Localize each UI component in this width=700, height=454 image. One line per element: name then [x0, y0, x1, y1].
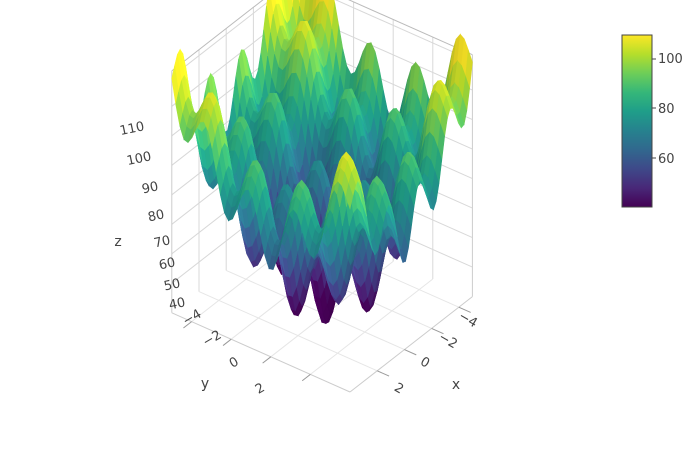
x-tick-label: −4: [456, 309, 480, 332]
x-tick-label: 2: [391, 380, 406, 397]
y-tick-label: 2: [253, 380, 268, 397]
grid-line: [172, 313, 350, 392]
z-tick-label: 90: [141, 179, 160, 197]
colorbar-tick-label: 100: [658, 52, 683, 67]
y-tick-labels: −4 −2 0 2: [180, 307, 267, 398]
x-axis-label: x: [452, 377, 460, 393]
colorbar-tick-label: 80: [658, 102, 675, 117]
colorbar: [622, 35, 652, 207]
z-tick-label: 60: [158, 255, 177, 273]
z-tick-label: 50: [163, 276, 182, 294]
y-axis-label: y: [201, 376, 209, 392]
y-tick-label: −2: [200, 328, 224, 351]
colorbar-tick-label: 60: [658, 152, 675, 167]
z-axis-label: z: [114, 234, 121, 250]
x-tick-label: 0: [417, 354, 432, 371]
z-tick-label: 100: [125, 149, 152, 169]
grid-line: [302, 374, 310, 380]
surface-mesh: [172, 0, 473, 323]
y-tick-label: 0: [227, 354, 242, 371]
grid-line: [404, 350, 416, 355]
z-tick-label: 40: [168, 295, 187, 313]
x-tick-labels: −4 −2 0 2: [391, 309, 479, 398]
colorbar-ticks: 100 80 60: [652, 52, 683, 167]
z-tick-label: 70: [153, 233, 172, 251]
z-tick-label: 80: [147, 207, 166, 225]
grid-line: [377, 371, 389, 376]
grid-line: [199, 292, 377, 371]
grid-line: [223, 339, 231, 345]
z-tick-label: 110: [118, 119, 145, 139]
x-tick-label: −2: [436, 330, 460, 353]
z-tick-labels: 110 100 90 80 70 60 50 40: [118, 119, 186, 313]
grid-line: [263, 357, 271, 363]
